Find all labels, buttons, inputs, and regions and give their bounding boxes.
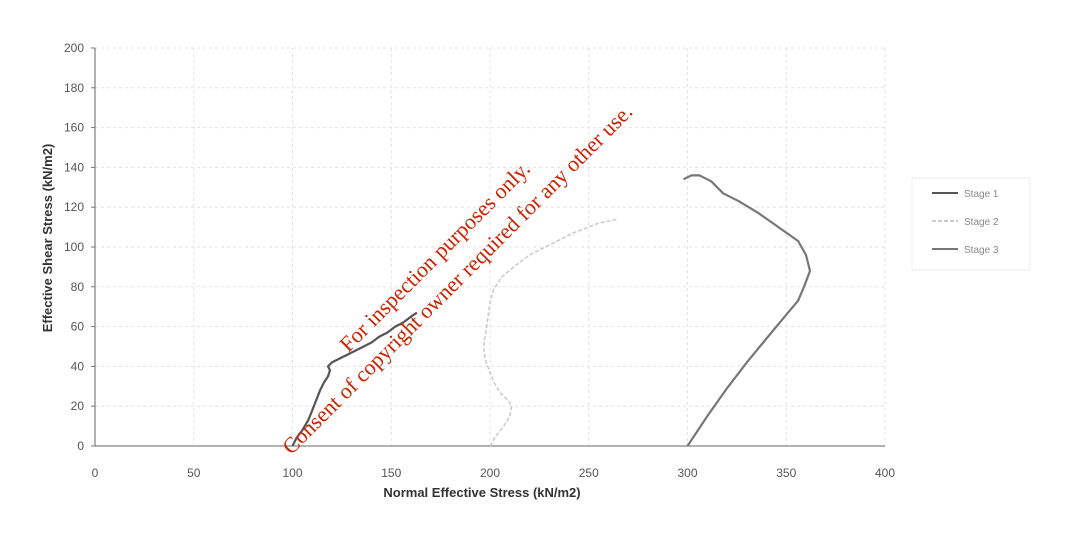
x-tick-label: 50 [187,466,201,480]
y-tick-label: 120 [64,200,84,214]
y-tick-label: 180 [64,81,84,95]
y-tick-label: 40 [71,359,85,373]
series-line-3 [683,174,812,447]
y-tick-label: 160 [64,121,84,135]
x-tick-label: 200 [480,466,500,480]
axes: 0 50 100 150 200 250 300 350 400 0 20 40 60 80 100 120 1… [64,41,895,480]
legend-label: Stage 1 [964,189,999,200]
series-lines [291,174,812,447]
legend: Stage 1 Stage 2 Stage 3 [911,177,1031,271]
x-tick-label: 400 [875,466,895,480]
x-tick-label: 100 [282,466,302,480]
y-axis-title: Effective Shear Stress (kN/m2) [40,144,55,333]
series-line-2 [483,218,619,447]
y-tick-label: 0 [77,439,84,453]
series-line-1 [291,311,418,447]
legend-label: Stage 2 [964,217,999,228]
grid [95,47,886,446]
y-tick-label: 140 [64,160,84,174]
x-tick-label: 350 [776,466,796,480]
y-tick-label: 100 [64,240,84,254]
x-tick-label: 150 [381,466,401,480]
y-tick-label: 200 [64,41,84,55]
x-tick-label: 250 [579,466,599,480]
x-tick-label: 300 [677,466,697,480]
y-tick-label: 80 [71,280,85,294]
y-tick-label: 20 [71,399,85,413]
legend-label: Stage 3 [964,245,999,256]
x-tick-label: 0 [92,466,99,480]
y-tick-label: 60 [71,320,85,334]
x-axis-title: Normal Effective Stress (kN/m2) [383,485,580,500]
legend-box [911,177,1031,271]
